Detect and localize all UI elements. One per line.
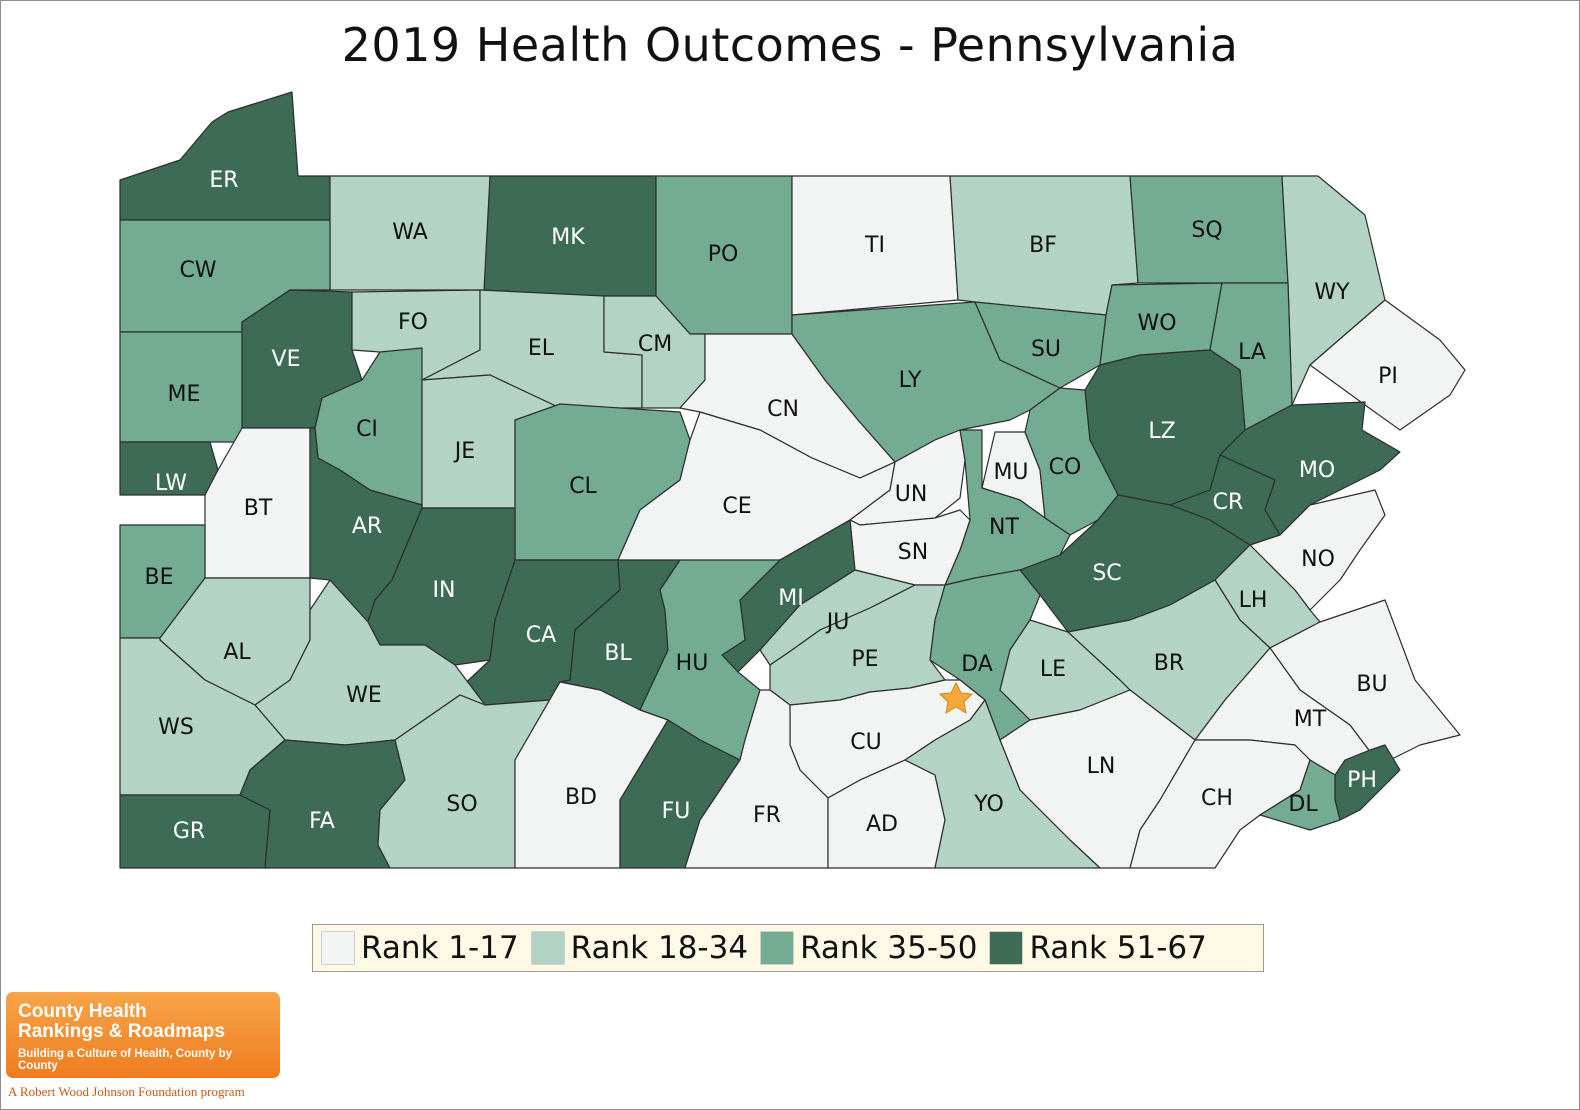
county-label-ce: CE [722, 494, 751, 519]
map-title: 2019 Health Outcomes - Pennsylvania [341, 18, 1239, 72]
county-label-yo: YO [973, 792, 1004, 817]
county-label-sq: SQ [1191, 218, 1222, 243]
county-label-bt: BT [244, 496, 273, 521]
legend-item-3: Rank 35-50 [760, 930, 977, 966]
county-label-me: ME [168, 382, 201, 407]
county-label-da: DA [961, 652, 993, 677]
legend-swatch [760, 931, 795, 965]
county-label-bu: BU [1356, 672, 1387, 697]
county-label-nt: NT [989, 515, 1019, 540]
logo-line2: Rankings & Roadmaps [18, 1021, 225, 1042]
county-label-sn: SN [898, 540, 928, 565]
county-label-cr: CR [1213, 490, 1244, 515]
legend-label: Rank 18-34 [570, 930, 749, 966]
county-label-hu: HU [676, 651, 709, 676]
county-yo [904, 699, 1101, 869]
county-label-po: PO [708, 242, 739, 267]
county-label-le: LE [1040, 657, 1066, 682]
county-label-lh: LH [1239, 588, 1268, 613]
county-label-in: IN [433, 578, 456, 603]
county-label-no: NO [1301, 547, 1335, 572]
legend-swatch [530, 931, 565, 965]
county-label-cm: CM [638, 332, 672, 357]
county-label-el: EL [528, 336, 555, 361]
county-label-ar: AR [352, 514, 382, 539]
county-er [119, 91, 331, 221]
county-label-be: BE [145, 565, 174, 590]
county-label-fu: FU [662, 799, 691, 824]
logo-tagline: Building a Culture of Health, County by … [18, 1048, 233, 1072]
county-label-sc: SC [1092, 561, 1121, 586]
legend-item-4: Rank 51-67 [989, 930, 1207, 966]
county-label-lz: LZ [1148, 419, 1175, 444]
county-label-mu: MU [993, 460, 1028, 485]
county-label-ly: LY [899, 368, 922, 393]
county-label-pe: PE [851, 647, 878, 672]
county-label-ve: VE [272, 347, 301, 372]
county-label-un: UN [895, 482, 928, 507]
county-label-cl: CL [569, 474, 597, 499]
county-label-ci: CI [356, 417, 378, 442]
county-un [849, 429, 966, 526]
county-label-ln: LN [1087, 754, 1116, 779]
county-label-cw: CW [179, 258, 216, 283]
county-label-ph: PH [1347, 768, 1377, 793]
county-label-al: AL [223, 640, 251, 665]
county-label-lw: LW [155, 471, 187, 496]
county-label-wy: WY [1314, 280, 1350, 305]
legend-swatch [989, 931, 1024, 965]
county-label-ca: CA [526, 623, 556, 648]
county-label-ws: WS [158, 715, 194, 740]
county-label-er: ER [209, 168, 238, 193]
county-label-dl: DL [1288, 792, 1318, 817]
county-label-mt: MT [1294, 707, 1327, 732]
county-label-ti: TI [864, 233, 885, 258]
county-label-br: BR [1154, 651, 1184, 676]
county-label-cu: CU [850, 730, 881, 755]
county-label-bf: BF [1029, 233, 1057, 258]
map-legend: Rank 1-17 Rank 18-34 Rank 35-50 Rank 51-67 [312, 924, 1264, 972]
county-label-wa: WA [392, 220, 428, 245]
county-label-fa: FA [309, 809, 335, 834]
county-label-ju: JU [825, 610, 850, 635]
legend-label: Rank 35-50 [800, 930, 978, 966]
county-fr [684, 689, 829, 869]
county-label-bd: BD [565, 785, 597, 810]
county-label-pi: PI [1378, 364, 1398, 389]
county-label-ad: AD [866, 812, 898, 837]
logo-line1: County Health [18, 1001, 147, 1022]
county-label-we: WE [346, 683, 382, 708]
county-label-mk: MK [551, 225, 585, 250]
county-su [974, 301, 1107, 389]
legend-swatch [321, 931, 355, 965]
county-label-ch: CH [1201, 786, 1233, 811]
county-label-gr: GR [173, 819, 205, 844]
county-label-mi: MI [778, 586, 803, 611]
county-label-la: LA [1238, 340, 1266, 365]
county-pi [1309, 299, 1466, 431]
capital-star-icon [938, 681, 974, 714]
county-label-so: SO [446, 792, 477, 817]
county-label-wo: WO [1137, 311, 1176, 336]
county-label-je: JE [453, 439, 475, 464]
county-dl [1259, 759, 1341, 831]
county-label-bl: BL [604, 641, 632, 666]
county-label-fr: FR [753, 803, 781, 828]
county-label-fo: FO [398, 310, 428, 335]
county-label-su: SU [1031, 337, 1061, 362]
legend-item-2: Rank 18-34 [530, 930, 749, 966]
logo-subtitle: A Robert Wood Johnson Foundation program [8, 1084, 245, 1099]
legend-item-1: Rank 1-17 [321, 930, 519, 966]
county-label-co: CO [1049, 455, 1082, 480]
county-label-mo: MO [1299, 458, 1335, 483]
legend-label: Rank 1-17 [361, 930, 519, 966]
legend-label: Rank 51-67 [1029, 930, 1207, 966]
county-label-cn: CN [767, 397, 799, 422]
chr-logo: County Health Rankings & Roadmaps Buildi… [6, 992, 280, 1078]
